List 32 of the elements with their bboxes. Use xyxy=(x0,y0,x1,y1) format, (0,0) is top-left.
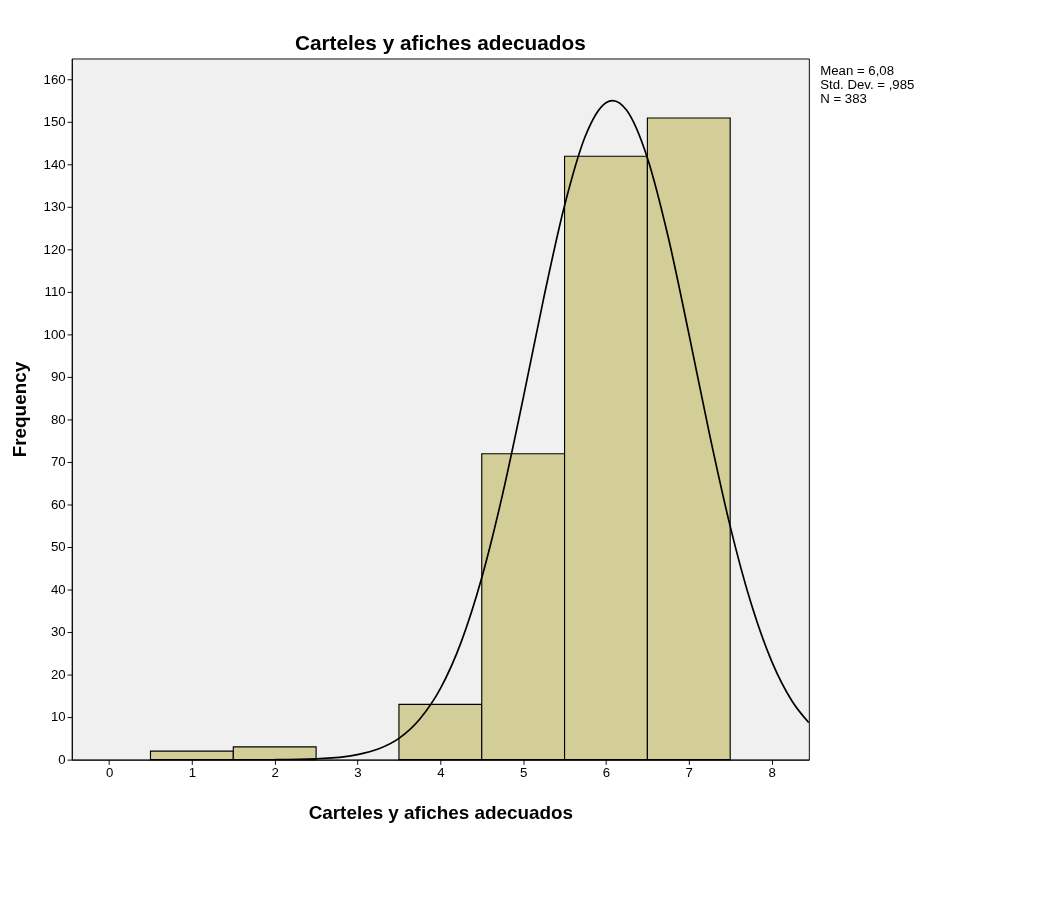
x-tick-label: 6 xyxy=(602,765,611,781)
y-tick-label: 20 xyxy=(50,666,66,682)
y-tick-label: 150 xyxy=(43,114,66,130)
x-tick-label: 3 xyxy=(354,765,362,781)
y-tick-label: 40 xyxy=(50,581,66,597)
y-tick-label: 30 xyxy=(50,624,66,640)
y-tick-label: 70 xyxy=(50,454,66,470)
y-tick-label: 10 xyxy=(50,709,66,725)
y-tick-label: 130 xyxy=(43,199,66,215)
x-tick-label: 1 xyxy=(188,765,197,781)
x-tick-label: 2 xyxy=(271,765,279,781)
text: N = 383 xyxy=(820,90,867,106)
text: Std. Dev. = ,985 xyxy=(820,76,915,92)
y-axis-title: Frequency xyxy=(8,361,30,458)
y-tick-label: 110 xyxy=(44,284,66,300)
x-tick-label: 4 xyxy=(437,765,445,781)
y-tick-label: 60 xyxy=(50,496,66,512)
chart-title: Carteles y afiches adecuados xyxy=(294,30,586,54)
y-tick-label: 120 xyxy=(43,241,66,257)
x-tick-label: 7 xyxy=(685,765,693,781)
x-tick-label: 5 xyxy=(519,765,528,781)
y-tick-label: 100 xyxy=(43,326,66,342)
y-tick-label: 0 xyxy=(58,751,66,767)
y-tick-label: 90 xyxy=(50,369,66,385)
y-tick-label: 80 xyxy=(50,411,66,427)
text: Mean = 6,08 xyxy=(820,62,895,78)
x-tick-label: 0 xyxy=(105,765,114,781)
x-axis-title: Carteles y afiches adecuados xyxy=(308,801,574,823)
y-tick-label: 50 xyxy=(50,539,66,555)
y-tick-label: 140 xyxy=(43,156,66,172)
x-tick-label: 8 xyxy=(768,765,776,781)
y-tick-label: 160 xyxy=(43,72,66,87)
